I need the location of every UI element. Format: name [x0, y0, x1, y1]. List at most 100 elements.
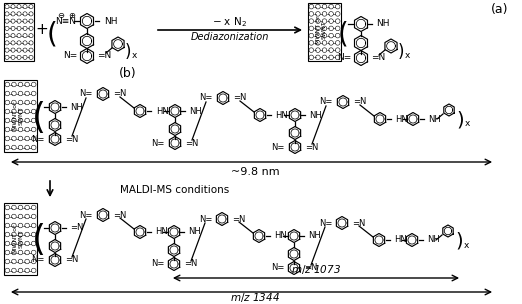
Text: NH: NH — [427, 236, 440, 244]
Text: N=: N= — [63, 51, 77, 60]
Polygon shape — [169, 257, 180, 271]
Text: =N: =N — [113, 210, 126, 219]
Text: N=: N= — [80, 210, 93, 219]
Text: =N: =N — [305, 143, 318, 151]
Text: MALDI-MS conditions: MALDI-MS conditions — [120, 185, 229, 195]
Text: NH: NH — [70, 102, 83, 112]
Text: $\oplus$: $\oplus$ — [68, 12, 76, 20]
Bar — [4, 80, 37, 152]
Polygon shape — [50, 119, 61, 132]
Polygon shape — [80, 13, 93, 29]
Text: N=: N= — [32, 255, 45, 264]
Text: NH: NH — [189, 106, 201, 116]
Polygon shape — [406, 233, 418, 247]
Text: Dediazonization: Dediazonization — [191, 32, 269, 42]
Text: (: ( — [46, 20, 57, 48]
Polygon shape — [407, 112, 419, 126]
Text: =N: =N — [352, 219, 365, 227]
Polygon shape — [443, 225, 453, 237]
Polygon shape — [444, 104, 454, 116]
Polygon shape — [288, 230, 300, 243]
Polygon shape — [50, 254, 61, 267]
Text: N=: N= — [32, 134, 45, 143]
Text: NH: NH — [308, 232, 321, 240]
Polygon shape — [374, 112, 386, 126]
Text: x: x — [464, 240, 469, 250]
Polygon shape — [254, 109, 266, 122]
Polygon shape — [80, 33, 93, 49]
Text: =N: =N — [232, 215, 245, 223]
Text: N=: N= — [199, 215, 212, 223]
Bar — [4, 203, 37, 275]
Polygon shape — [253, 230, 265, 243]
Text: N=: N= — [151, 260, 164, 268]
Polygon shape — [50, 133, 61, 146]
Text: ): ) — [125, 43, 131, 61]
Text: x: x — [132, 50, 137, 60]
Text: N=: N= — [271, 143, 285, 151]
Polygon shape — [336, 216, 348, 230]
Text: ): ) — [456, 110, 464, 130]
Polygon shape — [50, 240, 61, 253]
Polygon shape — [169, 226, 180, 239]
Text: ~9.8 nm: ~9.8 nm — [231, 167, 279, 177]
Text: ): ) — [455, 232, 463, 250]
Text: $\ominus$: $\ominus$ — [57, 12, 65, 20]
Text: HN: HN — [156, 106, 169, 116]
Text: NH: NH — [428, 115, 441, 123]
Text: (: ( — [338, 21, 348, 49]
Text: N=: N= — [270, 264, 284, 272]
Text: x: x — [464, 119, 470, 129]
Text: =N: =N — [185, 139, 198, 147]
Text: =N: =N — [371, 54, 385, 63]
Polygon shape — [169, 136, 181, 150]
Polygon shape — [385, 39, 397, 53]
Text: N≡N: N≡N — [55, 16, 77, 26]
Polygon shape — [50, 222, 61, 234]
Polygon shape — [354, 36, 367, 50]
Polygon shape — [169, 244, 180, 257]
Polygon shape — [112, 37, 124, 51]
Text: N=: N= — [337, 54, 351, 63]
Text: =N: =N — [304, 264, 317, 272]
Polygon shape — [289, 126, 301, 140]
Polygon shape — [134, 226, 146, 239]
Text: HN: HN — [275, 110, 288, 119]
Text: =N: =N — [65, 255, 78, 264]
Text: NH: NH — [376, 19, 389, 29]
Text: (b): (b) — [119, 67, 137, 80]
Text: =N: =N — [113, 89, 126, 98]
Text: =N: =N — [97, 51, 111, 60]
Text: HN: HN — [155, 227, 168, 237]
Text: (: ( — [32, 101, 46, 135]
Text: N=: N= — [151, 139, 165, 147]
Text: N=: N= — [319, 98, 333, 106]
Text: =N: =N — [184, 260, 197, 268]
Text: $m/z$ 1344: $m/z$ 1344 — [230, 292, 280, 304]
Text: HN: HN — [394, 236, 407, 244]
Text: (a): (a) — [491, 2, 509, 16]
Polygon shape — [134, 105, 146, 118]
Text: MWNT or
SWNT: MWNT or SWNT — [13, 225, 23, 253]
Polygon shape — [354, 50, 367, 65]
Polygon shape — [80, 49, 93, 64]
Polygon shape — [289, 140, 301, 154]
Polygon shape — [337, 95, 349, 109]
Polygon shape — [354, 16, 367, 32]
Text: MWNT or
SWNT: MWNT or SWNT — [13, 102, 23, 130]
Polygon shape — [169, 105, 181, 118]
Text: +: + — [35, 22, 49, 37]
Polygon shape — [98, 209, 109, 222]
Polygon shape — [50, 101, 61, 113]
Text: =N: =N — [65, 134, 78, 143]
Polygon shape — [373, 233, 385, 247]
Polygon shape — [289, 109, 301, 122]
Polygon shape — [169, 123, 181, 136]
Text: =N: =N — [233, 94, 246, 102]
Text: MWNT or
SWNT: MWNT or SWNT — [316, 16, 326, 44]
Polygon shape — [288, 247, 300, 261]
Bar — [4, 3, 34, 61]
Text: NH: NH — [188, 227, 201, 237]
Text: HN: HN — [395, 115, 408, 123]
Polygon shape — [217, 212, 228, 226]
